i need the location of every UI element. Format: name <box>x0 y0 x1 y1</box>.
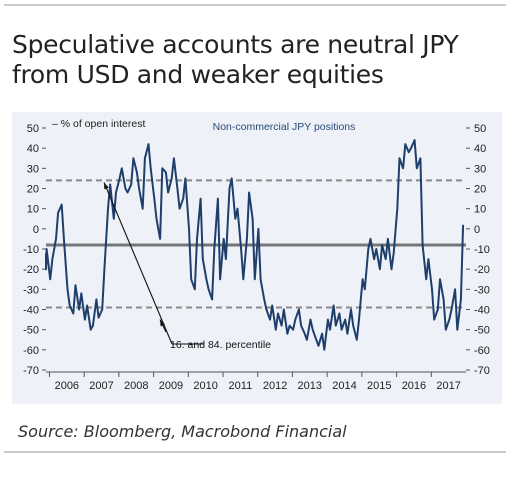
y-tick-label-right: -10 <box>474 244 490 256</box>
y-tick-label-right: 20 <box>474 184 486 196</box>
y-tick-label-left: 20 <box>27 184 39 196</box>
x-tick-label: 2012 <box>263 380 287 392</box>
annotation-arrowhead <box>104 182 109 190</box>
y-tick-label-right: -50 <box>474 325 490 337</box>
y-tick-label-right: 30 <box>474 163 486 175</box>
reference-lines <box>46 179 466 309</box>
y-tick-label-left: -20 <box>23 264 39 276</box>
x-tick-label: 2006 <box>55 380 79 392</box>
annotation-arrow <box>103 182 173 345</box>
x-tick-label: 2017 <box>436 380 460 392</box>
tick-layer <box>42 127 470 377</box>
y-tick-label-right: -60 <box>474 345 490 357</box>
y-tick-label-right: 0 <box>474 224 480 236</box>
x-tick-label: 2009 <box>159 380 183 392</box>
x-tick-label: 2011 <box>229 380 253 392</box>
x-tick-label: 2008 <box>124 380 148 392</box>
y-tick-label-left: -60 <box>23 345 39 357</box>
y-axis-label: – % of open interest <box>52 118 145 130</box>
annotation-label: 16. and 84. percentile <box>170 339 271 351</box>
y-tick-label-right: 10 <box>474 204 486 216</box>
chart-card <box>4 4 506 453</box>
y-tick-label-left: -40 <box>23 305 39 317</box>
y-tick-label-left: -30 <box>23 284 39 296</box>
y-tick-label-left: -50 <box>23 325 39 337</box>
y-tick-label-left: -70 <box>23 365 39 377</box>
y-tick-label-left: 0 <box>33 224 39 236</box>
y-tick-label-right: -30 <box>474 284 490 296</box>
annotation-arrowhead <box>160 319 166 327</box>
y-tick-label-left: 40 <box>27 143 39 155</box>
x-tick-label: 2010 <box>193 380 217 392</box>
source-note: Source: Bloomberg, Macrobond Financial <box>18 422 347 441</box>
x-tick-label: 2014 <box>332 380 356 392</box>
x-tick-label: 2013 <box>298 380 322 392</box>
y-tick-label-right: 50 <box>474 123 486 135</box>
y-tick-label-left: 50 <box>27 123 39 135</box>
y-tick-label-left: 10 <box>27 204 39 216</box>
series-line <box>45 139 465 351</box>
legend-label: Non-commercial JPY positions <box>213 121 356 133</box>
y-tick-label-right: -70 <box>474 365 490 377</box>
x-tick-label: 2007 <box>89 380 113 392</box>
y-tick-label-left: -10 <box>23 244 39 256</box>
y-tick-label-right: -20 <box>474 264 490 276</box>
y-tick-label-left: 30 <box>27 163 39 175</box>
x-tick-label: 2016 <box>402 380 426 392</box>
y-tick-label-right: -40 <box>474 305 490 317</box>
page-title: Speculative accounts are neutral JPY fro… <box>12 30 459 89</box>
y-tick-label-right: 40 <box>474 143 486 155</box>
chart-panel: 50 50 40 40 30 30 20 20 10 10 0 0 -10 -10 -20 -20 -30 -30… <box>12 112 502 404</box>
series-layer <box>45 139 465 351</box>
x-tick-label: 2015 <box>367 380 391 392</box>
